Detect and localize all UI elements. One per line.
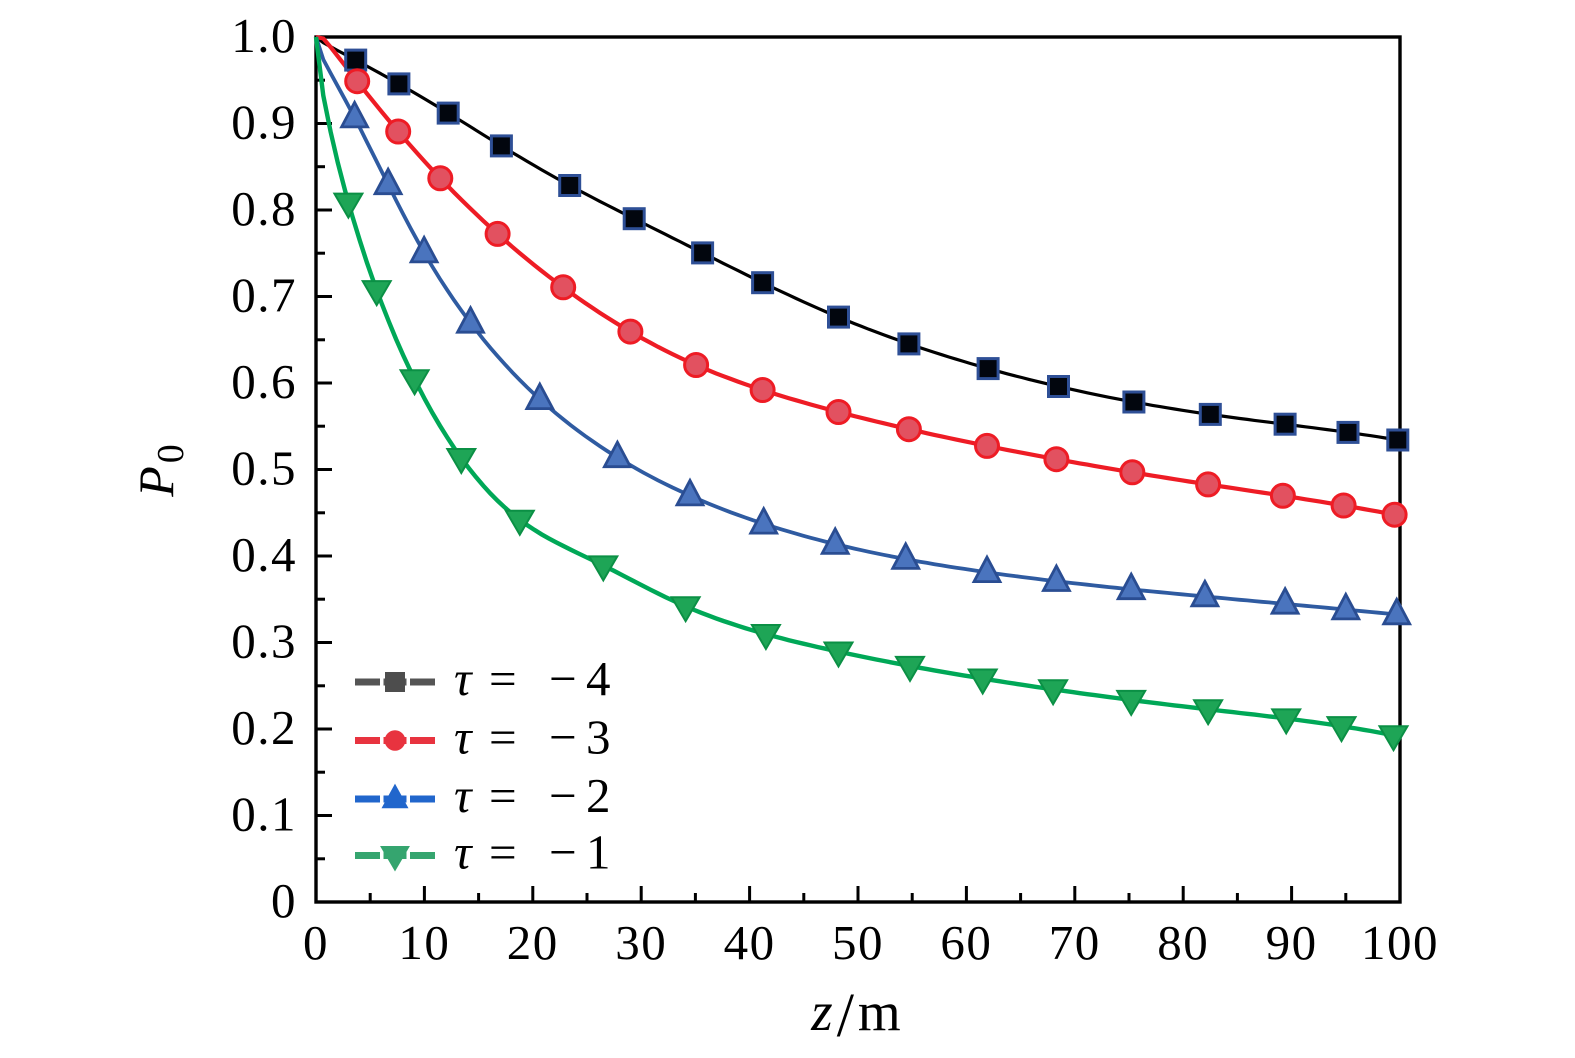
svg-text:0.9: 0.9 (231, 95, 297, 150)
svg-text:0.1: 0.1 (231, 787, 297, 842)
svg-text:0.5: 0.5 (231, 441, 297, 496)
svg-text:0.8: 0.8 (231, 181, 297, 236)
svg-text:τ=−1: τ = −1 (454, 825, 611, 880)
svg-text:30: 30 (615, 915, 667, 970)
svg-text:0: 0 (271, 873, 297, 928)
svg-text:90: 90 (1266, 915, 1318, 970)
svg-text:0.4: 0.4 (231, 527, 297, 582)
svg-text:τ=−3: τ = −3 (454, 710, 611, 765)
svg-text:60: 60 (940, 915, 992, 970)
svg-text:80: 80 (1157, 915, 1209, 970)
svg-text:50: 50 (832, 915, 884, 970)
svg-text:z/m: z/m (810, 981, 904, 1050)
svg-text:70: 70 (1049, 915, 1101, 970)
svg-text:0.7: 0.7 (231, 268, 297, 323)
svg-text:0.6: 0.6 (231, 354, 297, 409)
svg-text:20: 20 (507, 915, 559, 970)
svg-text:τ=−2: τ = −2 (454, 768, 611, 823)
svg-text:0: 0 (303, 915, 329, 970)
svg-text:100: 100 (1361, 915, 1439, 970)
svg-text:10: 10 (398, 915, 450, 970)
svg-text:1.0: 1.0 (231, 8, 297, 63)
svg-text:40: 40 (724, 915, 776, 970)
svg-text:0.3: 0.3 (231, 614, 297, 669)
svg-text:P0: P0 (128, 441, 192, 498)
svg-text:0.2: 0.2 (231, 700, 297, 755)
svg-text:τ=−4: τ = −4 (454, 651, 611, 706)
